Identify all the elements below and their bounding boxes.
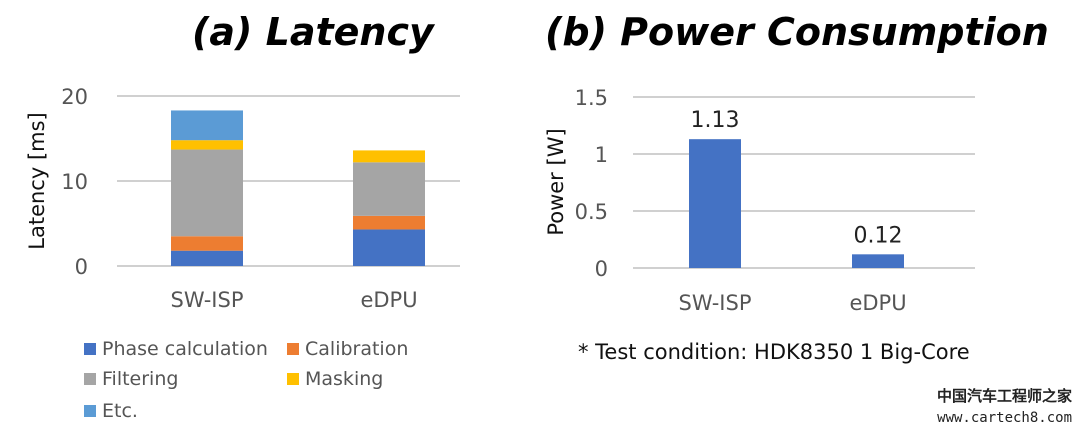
y-tick-label: 1.5 (575, 86, 608, 110)
legend-label: Calibration (305, 338, 408, 360)
bar-segment (353, 215, 425, 230)
chart-b-title: (b) Power Consumption (545, 10, 1049, 54)
test-condition-note: * Test condition: HDK8350 1 Big-Core (578, 340, 970, 364)
y-axis-label: Latency [ms] (25, 112, 49, 249)
legend-label: Etc. (102, 400, 138, 422)
y-tick-label: 1 (595, 143, 608, 167)
bar-segment (353, 150, 425, 163)
y-tick-label: 0 (75, 255, 88, 279)
bar-segment (171, 110, 243, 141)
legend-swatch (287, 373, 299, 385)
bar-segment (171, 149, 243, 237)
y-tick-label: 20 (61, 85, 88, 109)
x-tick-label: eDPU (849, 291, 906, 315)
watermark: 中国汽车工程师之家 www.cartech8.com (936, 387, 1072, 426)
bar-segment (353, 162, 425, 216)
y-tick-label: 10 (61, 170, 88, 194)
bar (852, 254, 904, 268)
bar-segment (353, 229, 425, 266)
x-tick-label: eDPU (360, 288, 417, 312)
bar (689, 139, 741, 268)
legend-swatch (84, 343, 96, 355)
legend-swatch (84, 373, 96, 385)
x-tick-label: SW-ISP (678, 291, 751, 315)
legend-label: Filtering (102, 368, 178, 390)
x-tick-label: SW-ISP (170, 288, 243, 312)
bar-segment (171, 236, 243, 251)
y-axis-label: Power [W] (544, 128, 568, 235)
y-tick-label: 0 (595, 257, 608, 281)
data-label: 0.12 (854, 223, 903, 248)
y-tick-label: 0.5 (575, 200, 608, 224)
bar-segment (171, 250, 243, 266)
legend-label: Phase calculation (102, 338, 268, 360)
data-label: 1.13 (691, 108, 740, 133)
chart-a-title: (a) Latency (192, 10, 434, 54)
bar-segment (171, 140, 243, 150)
legend-swatch (84, 405, 96, 417)
legend-swatch (287, 343, 299, 355)
legend-label: Masking (305, 368, 383, 390)
